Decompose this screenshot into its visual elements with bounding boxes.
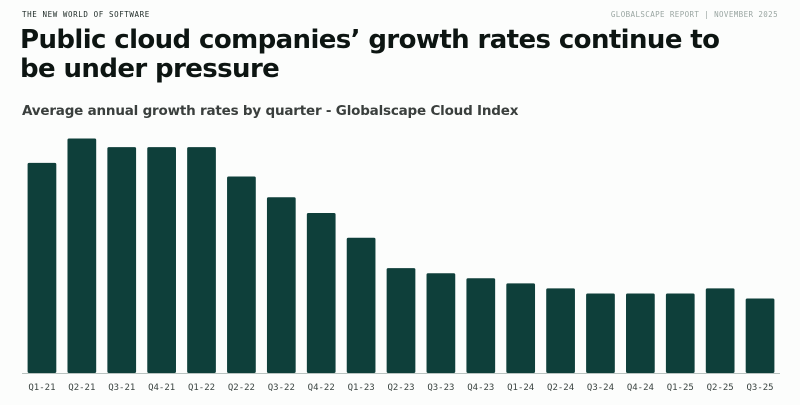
x-tick-label: Q3-21 [108, 383, 135, 393]
x-tick-label: Q3-22 [268, 383, 295, 393]
x-tick-label: Q1-25 [667, 383, 694, 393]
bar-q4-22 [306, 212, 336, 373]
x-tick-label: Q2-22 [228, 383, 255, 393]
x-tick-label: Q4-21 [148, 383, 175, 393]
bar-q3-25 [745, 298, 775, 373]
bar-q4-21 [147, 147, 176, 373]
bar-q2-21 [67, 138, 97, 373]
x-tick-label: Q1-22 [188, 383, 215, 393]
x-tick-label: Q2-21 [68, 383, 95, 393]
x-tick-label: Q4-23 [467, 383, 494, 393]
x-tick-label: Q2-24 [547, 383, 574, 393]
x-tick-label: Q2-23 [387, 383, 414, 393]
bar-q2-22 [227, 176, 256, 373]
x-tick-label: Q2-25 [707, 383, 734, 393]
bar-q3-21 [107, 147, 137, 373]
x-tick-label: Q4-24 [627, 383, 654, 393]
x-tick-label: Q3-24 [587, 383, 614, 393]
bar-q2-23 [386, 268, 416, 373]
x-tick-label: Q4-22 [308, 383, 335, 393]
bar-q2-25 [705, 288, 735, 373]
x-tick-label: Q1-21 [28, 383, 55, 393]
report-kicker: THE NEW WORLD OF SOFTWARE [22, 10, 150, 19]
bar-q1-23 [346, 237, 376, 373]
bar-q4-23 [466, 278, 496, 373]
bar-group [27, 138, 775, 373]
chart-title: Average annual growth rates by quarter -… [22, 103, 519, 119]
bar-q1-24 [506, 283, 536, 373]
x-tick-label: Q3-23 [427, 383, 454, 393]
x-tick-label: Q1-23 [348, 383, 375, 393]
bar-q1-22 [187, 147, 216, 373]
bar-q3-24 [586, 293, 615, 373]
x-tick-label: Q3-25 [747, 383, 774, 393]
bar-q3-23 [426, 273, 456, 373]
x-axis-tick-labels: Q1-21 Q2-21 Q3-21 Q4-21 Q1-22 Q2-22 Q3-22 Q4-22… [28, 383, 773, 393]
bar-q1-25 [665, 293, 695, 373]
bar-q3-22 [266, 197, 296, 373]
report-date-label: GLOBALSCAPE REPORT | NOVEMBER 2025 [610, 10, 778, 19]
bar-q2-24 [546, 288, 575, 373]
bar-q1-21 [27, 162, 57, 373]
x-tick-label: Q1-24 [507, 383, 534, 393]
bar-q4-24 [626, 293, 655, 373]
page-title: Public cloud companies’ growth rates con… [20, 25, 720, 84]
